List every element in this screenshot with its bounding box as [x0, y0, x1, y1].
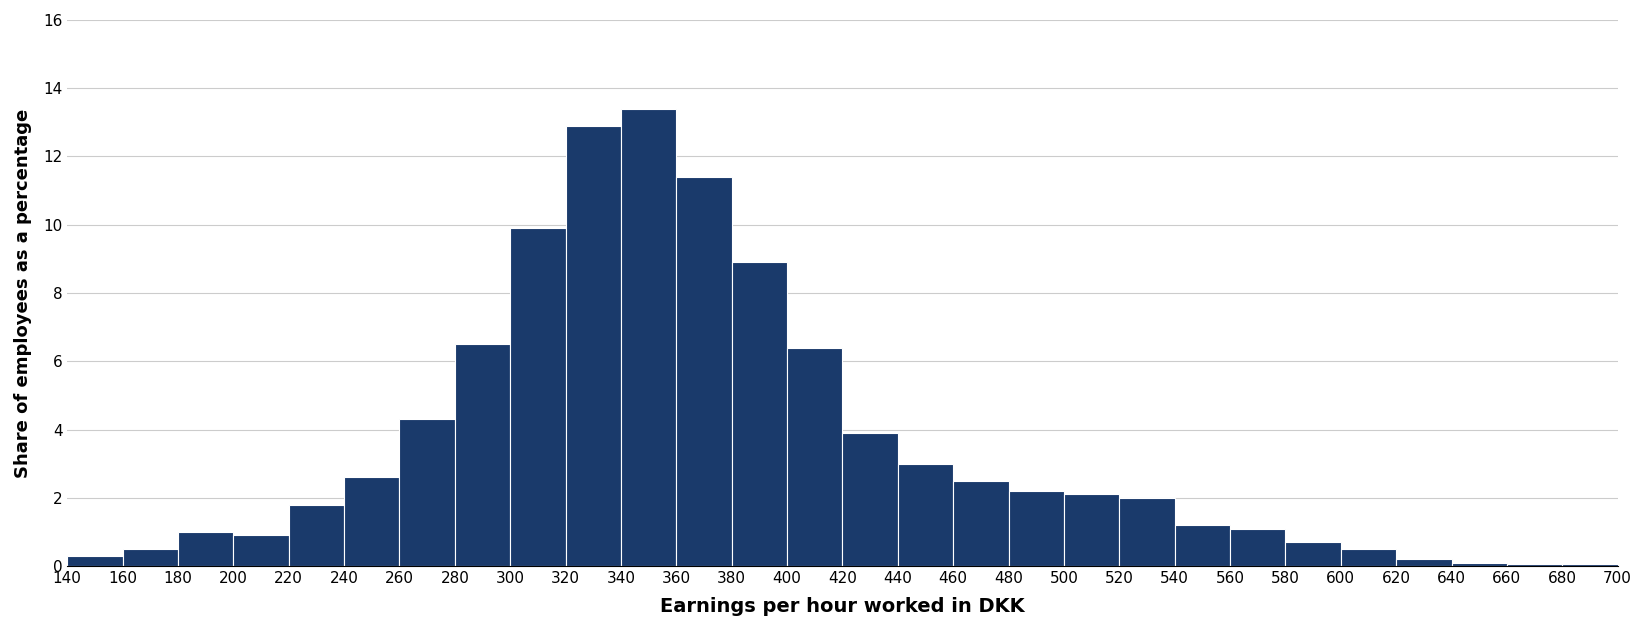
- Bar: [1230, 529, 1286, 566]
- Bar: [1286, 542, 1341, 566]
- Bar: [953, 481, 1009, 566]
- Bar: [621, 108, 677, 566]
- Bar: [843, 433, 897, 566]
- Bar: [1562, 564, 1618, 566]
- Bar: [1396, 559, 1452, 566]
- Bar: [1063, 495, 1119, 566]
- Bar: [67, 556, 122, 566]
- Bar: [566, 126, 621, 566]
- Bar: [454, 344, 510, 566]
- Bar: [122, 549, 178, 566]
- Bar: [234, 536, 288, 566]
- Bar: [897, 464, 953, 566]
- Bar: [732, 262, 787, 566]
- Bar: [344, 478, 400, 566]
- Bar: [1119, 498, 1175, 566]
- X-axis label: Earnings per hour worked in DKK: Earnings per hour worked in DKK: [660, 597, 1025, 616]
- Bar: [1508, 564, 1562, 566]
- Y-axis label: Share of employees as a percentage: Share of employees as a percentage: [13, 108, 31, 478]
- Bar: [1341, 549, 1396, 566]
- Bar: [1009, 491, 1063, 566]
- Bar: [1452, 563, 1508, 566]
- Bar: [677, 177, 732, 566]
- Bar: [288, 505, 344, 566]
- Bar: [1175, 525, 1230, 566]
- Bar: [178, 532, 234, 566]
- Bar: [787, 348, 843, 566]
- Bar: [400, 420, 454, 566]
- Bar: [510, 228, 566, 566]
